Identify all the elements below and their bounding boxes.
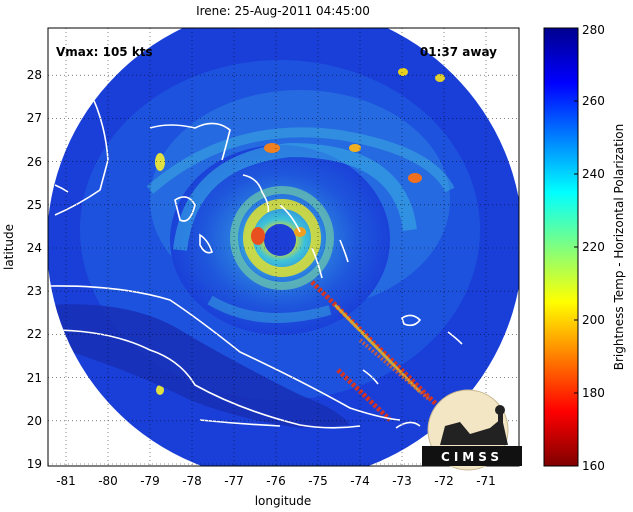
x-tick-label: -71 (476, 474, 496, 488)
y-tick-label: 28 (27, 68, 42, 82)
axes-frame (47, 27, 520, 467)
colorbar (543, 27, 579, 467)
colorbar-tick-label: 240 (582, 167, 605, 181)
colorbar-ticks: 160 180 200 220 240 260 280 (582, 23, 605, 473)
x-tick-label: -74 (350, 474, 370, 488)
x-tick-label: -75 (308, 474, 328, 488)
x-tick-label: -80 (98, 474, 118, 488)
eta-annotation: 01:37 away (420, 45, 497, 59)
x-tick-label: -79 (140, 474, 160, 488)
x-tick-label: -77 (224, 474, 244, 488)
y-tick-label: 22 (27, 327, 42, 341)
colorbar-tick-label: 280 (582, 23, 605, 37)
y-tick-label: 26 (27, 155, 42, 169)
colorbar-tick-label: 260 (582, 94, 605, 108)
y-tick-label: 20 (27, 414, 42, 428)
colorbar-tick-label: 160 (582, 459, 605, 473)
colorbar-label: Brightness Temp - Horizontal Polarizatio… (612, 124, 626, 371)
colorbar-tick-label: 220 (582, 240, 605, 254)
x-tick-label: -76 (266, 474, 286, 488)
cimss-logo-text: CIMSS (441, 450, 503, 464)
y-tick-label: 24 (27, 241, 42, 255)
x-tick-label: -78 (182, 474, 202, 488)
y-tick-label: 27 (27, 111, 42, 125)
y-tick-label: 19 (27, 457, 42, 471)
colorbar-tick-label: 180 (582, 386, 605, 400)
x-tick-label: -72 (434, 474, 454, 488)
x-tick-label: -73 (392, 474, 412, 488)
y-axis-label: latitude (2, 224, 16, 270)
y-tick-label: 21 (27, 371, 42, 385)
x-axis-label: longitude (255, 494, 312, 508)
chart-title: Irene: 25-Aug-2011 04:45:00 (196, 4, 370, 18)
x-axis: -81 -80 -79 -78 -77 -76 -75 -74 -73 -72 … (56, 474, 496, 488)
y-axis: 19 20 21 22 23 24 25 26 27 28 (27, 68, 42, 471)
cimss-logo: CIMSS (422, 389, 522, 471)
y-tick-label: 23 (27, 284, 42, 298)
vmax-annotation: Vmax: 105 kts (56, 45, 153, 59)
colorbar-tick-label: 200 (582, 313, 605, 327)
x-tick-label: -81 (56, 474, 76, 488)
y-tick-label: 25 (27, 198, 42, 212)
brightness-swath (48, 28, 519, 466)
